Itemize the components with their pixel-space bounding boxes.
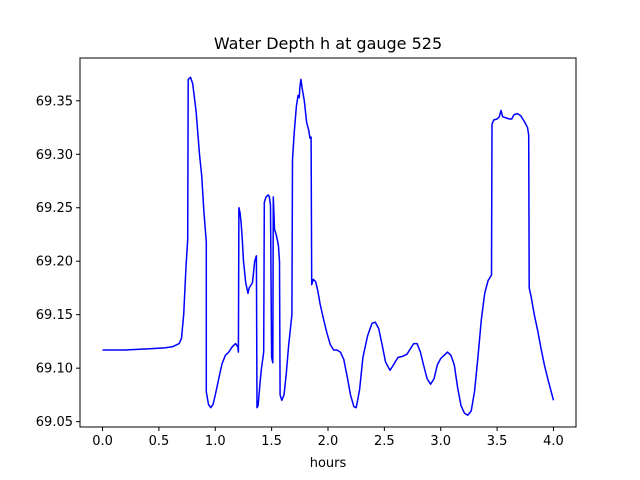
y-axis-ticks: 69.05 69.10 69.15 69.20 69.25 69.30 69.35 bbox=[36, 94, 80, 430]
x-axis-label: hours bbox=[310, 456, 347, 471]
x-tick-label: 1.5 bbox=[261, 434, 282, 449]
x-tick-label: 0.5 bbox=[149, 434, 170, 449]
y-tick-label: 69.30 bbox=[36, 148, 73, 163]
x-tick-label: 1.0 bbox=[205, 434, 226, 449]
x-tick-label: 2.0 bbox=[318, 434, 339, 449]
y-tick-label: 69.10 bbox=[36, 362, 73, 377]
axes-frame bbox=[79, 57, 577, 428]
x-axis-ticks: 0.0 0.5 1.0 1.5 2.0 2.5 3.0 3.5 4.0 bbox=[92, 427, 564, 449]
x-tick-label: 3.5 bbox=[487, 434, 508, 449]
plot-area bbox=[102, 76, 555, 416]
x-tick-label: 0.0 bbox=[92, 434, 113, 449]
y-tick-label: 69.05 bbox=[36, 415, 73, 430]
x-tick-label: 2.5 bbox=[374, 434, 395, 449]
y-tick-label: 69.35 bbox=[36, 94, 73, 109]
chart-title: Water Depth h at gauge 525 bbox=[214, 34, 442, 53]
y-tick-label: 69.20 bbox=[36, 255, 73, 270]
x-tick-label: 3.0 bbox=[430, 434, 451, 449]
series-line-0 bbox=[102, 76, 555, 416]
x-tick-label: 4.0 bbox=[543, 434, 564, 449]
y-tick-label: 69.15 bbox=[36, 308, 73, 323]
y-tick-label: 69.25 bbox=[36, 201, 73, 216]
